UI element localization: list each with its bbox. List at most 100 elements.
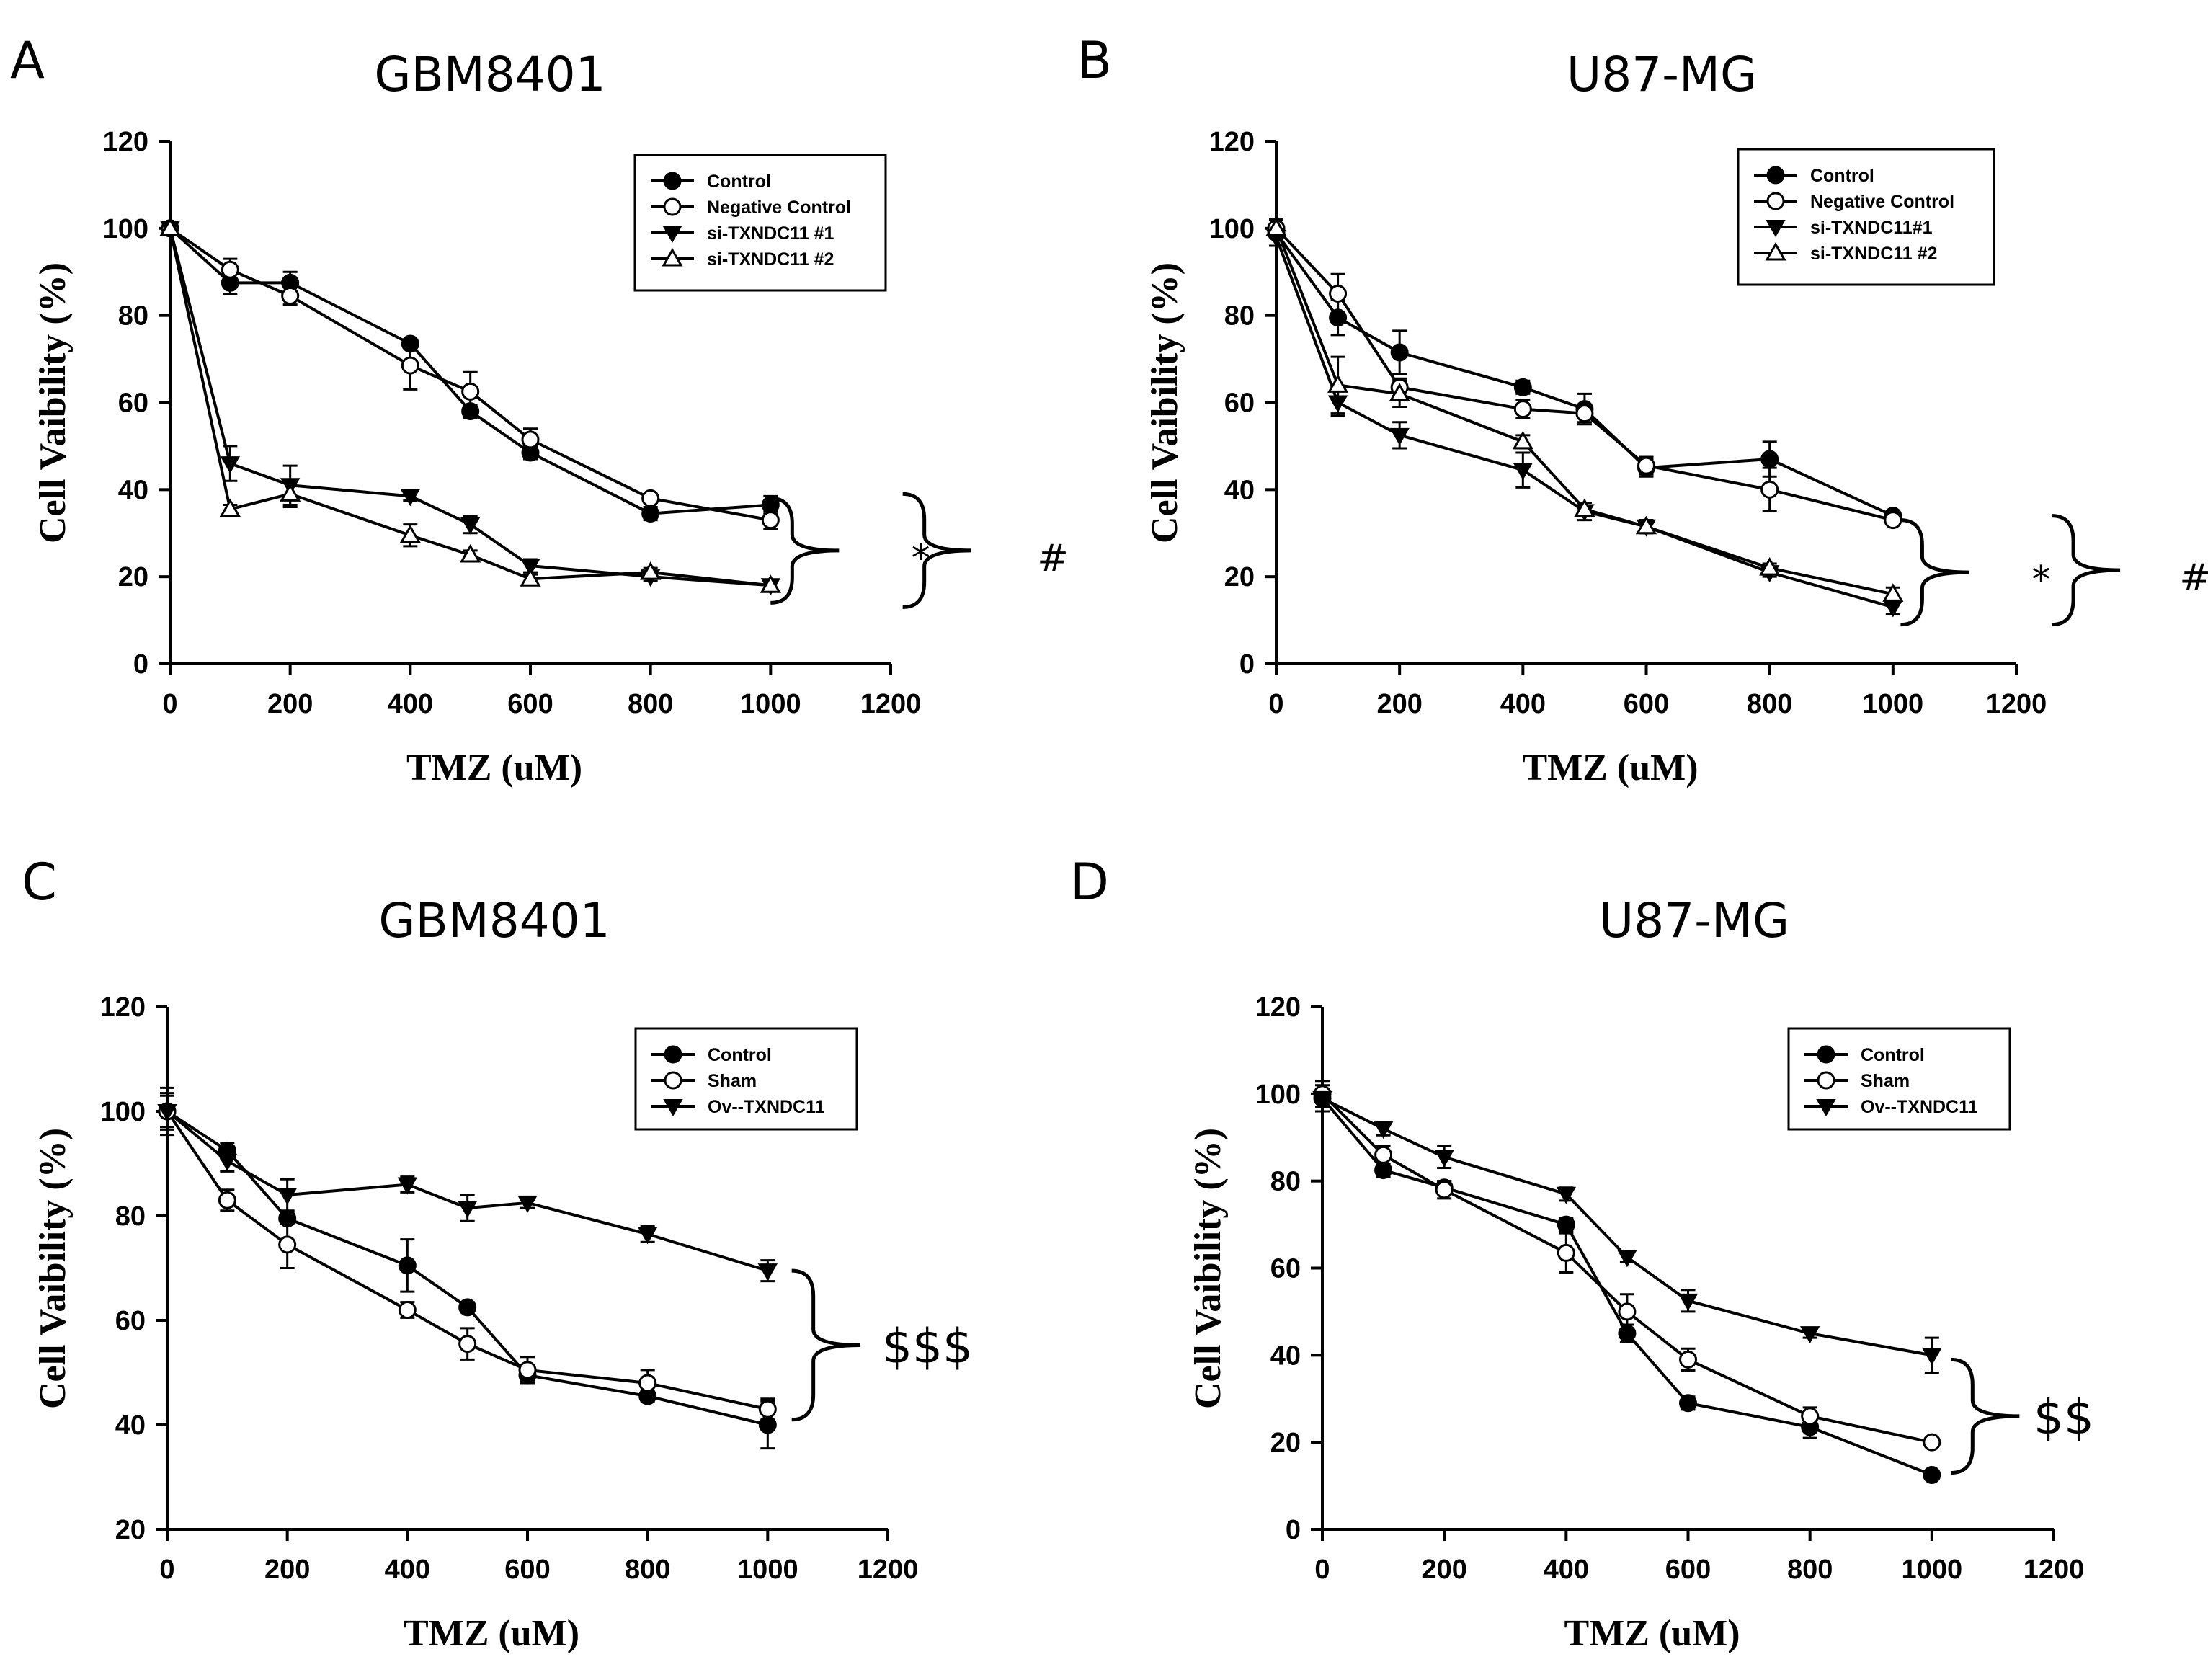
x-tick-label: 200	[264, 1555, 310, 1585]
data-point	[1759, 557, 1781, 576]
legend-label: si-TXNDC11 #2	[707, 249, 834, 270]
y-tick-label: 0	[1286, 1515, 1301, 1545]
significance-brace	[2051, 514, 2121, 627]
series-line	[166, 1110, 768, 1426]
x-tick-label: 400	[388, 689, 433, 719]
y-tick-label: 20	[1224, 562, 1255, 592]
y-tick-label: 100	[100, 1097, 146, 1127]
significance-label: $$$	[882, 1318, 973, 1374]
x-axis-title: TMZ (uM)	[404, 1613, 579, 1654]
data-point	[641, 489, 660, 507]
data-point	[1435, 1181, 1454, 1199]
data-point	[1513, 378, 1532, 396]
x-tick-label: 0	[1268, 689, 1283, 719]
y-axis-title: Cell Vaibility (%)	[32, 262, 74, 543]
series-0-markers	[158, 1102, 777, 1434]
legend-marker	[664, 1045, 682, 1064]
y-tick-label: 60	[115, 1306, 146, 1336]
data-point	[1513, 400, 1532, 419]
x-tick-label: 1200	[1986, 689, 2047, 719]
x-tick-label: 1000	[1863, 689, 1924, 719]
x-tick-label: 800	[625, 1555, 670, 1585]
x-tick-label: 600	[504, 1555, 550, 1585]
data-point	[1799, 1326, 1820, 1344]
y-tick-label: 80	[1224, 301, 1255, 332]
series-0	[1315, 1088, 1939, 1481]
panel-letter: A	[10, 31, 45, 90]
legend-marker	[1766, 220, 1786, 238]
significance-brace	[770, 496, 840, 605]
series-line	[1275, 227, 1894, 522]
x-tick-label: 0	[1314, 1555, 1330, 1585]
y-tick-label: 20	[1270, 1428, 1301, 1458]
series-1	[160, 1092, 775, 1421]
data-point	[517, 1195, 538, 1213]
y-tick-label: 100	[103, 214, 148, 244]
x-tick-label: 200	[267, 689, 313, 719]
significance-annotation: #	[2051, 514, 2208, 627]
y-tick-label: 40	[118, 475, 148, 505]
panel-title: GBM8401	[378, 893, 610, 948]
series-line	[1321, 1093, 1933, 1444]
y-tick-label: 0	[133, 649, 148, 680]
series-0-markers	[161, 219, 780, 523]
legend-label: Negative Control	[707, 197, 851, 218]
data-point	[760, 574, 781, 593]
data-point	[1327, 374, 1349, 393]
significance-annotation: #	[902, 492, 1069, 609]
series-line	[1275, 228, 1894, 596]
significance-brace	[1951, 1357, 2020, 1475]
data-point	[457, 1201, 478, 1219]
legend-marker	[663, 197, 682, 216]
series-0	[160, 1086, 775, 1450]
series-line	[169, 228, 771, 587]
y-tick-label: 80	[1270, 1167, 1301, 1197]
series-line	[1322, 1097, 1933, 1357]
significance-label: #	[1037, 537, 1069, 580]
data-point	[1557, 1215, 1575, 1234]
significance-annotation: *	[770, 496, 930, 605]
data-point	[1635, 515, 1657, 535]
data-point	[221, 260, 239, 279]
data-point	[159, 217, 181, 236]
data-point	[1312, 1090, 1332, 1108]
data-point	[1884, 511, 1902, 530]
x-tick-label: 0	[159, 1555, 174, 1585]
data-point	[461, 402, 480, 421]
significance-brace	[1900, 518, 1969, 627]
data-point	[520, 559, 540, 577]
y-tick-label: 20	[115, 1515, 146, 1545]
y-tick-label: 20	[118, 562, 148, 592]
y-tick-label: 40	[1224, 475, 1255, 505]
y-tick-label: 120	[100, 992, 146, 1023]
data-point	[1801, 1407, 1820, 1426]
y-tick-label: 120	[1255, 992, 1301, 1023]
x-tick-label: 1200	[858, 1555, 919, 1585]
series-line	[169, 228, 771, 587]
y-tick-label: 80	[115, 1201, 146, 1232]
y-tick-label: 60	[118, 388, 148, 419]
data-point	[1327, 395, 1348, 413]
panel-letter: B	[1077, 31, 1112, 90]
data-point	[461, 382, 480, 401]
legend-label: si-TXNDC11 #2	[1810, 244, 1937, 264]
legend-marker	[662, 226, 682, 244]
legend-marker	[1765, 241, 1786, 261]
data-point	[278, 1235, 297, 1254]
data-point	[1679, 1394, 1697, 1413]
legend-marker	[1817, 1071, 1835, 1090]
data-point	[1329, 308, 1348, 327]
legend: Control Negative Control si-TXNDC11 #1 si-T…	[633, 154, 887, 292]
legend-label: Sham	[708, 1071, 757, 1091]
data-point	[520, 568, 541, 587]
legend: Control Sham Ov--TXNDC11	[1787, 1027, 2011, 1131]
data-point	[1374, 1161, 1393, 1180]
data-point	[518, 1361, 537, 1379]
data-point	[1373, 1121, 1394, 1139]
data-point	[460, 517, 481, 535]
legend-marker	[662, 247, 683, 267]
legend-marker	[664, 1071, 682, 1090]
